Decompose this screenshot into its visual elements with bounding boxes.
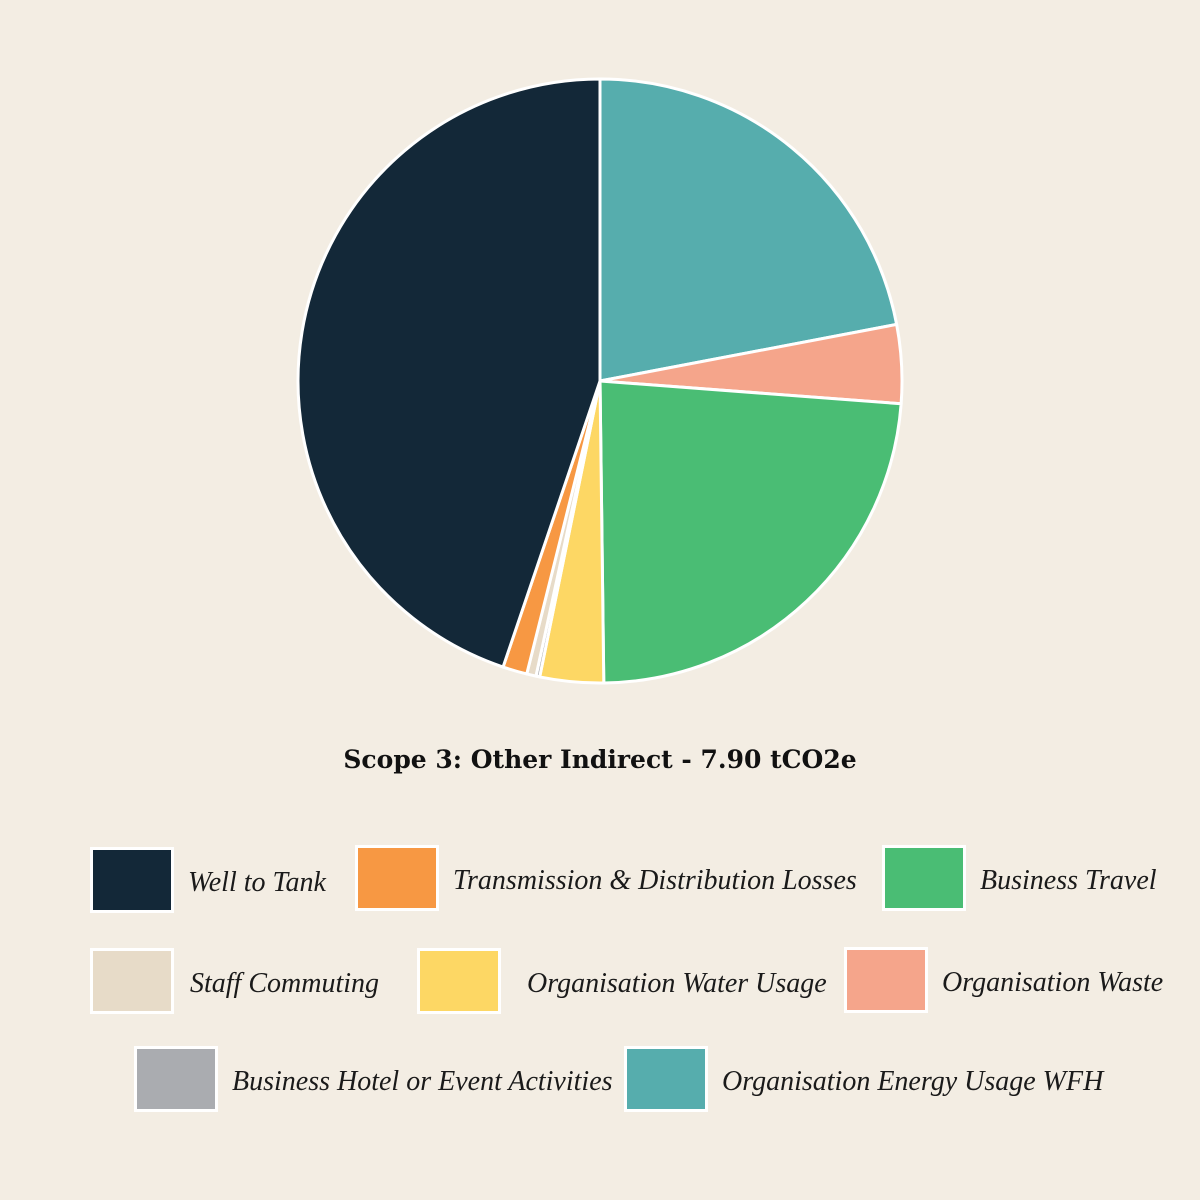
chart-title: Scope 3: Other Indirect - 7.90 tCO2e [343, 745, 857, 774]
legend-label-organisation-energy-usage-wfh: Organisation Energy Usage WFH [722, 1066, 1104, 1097]
pie-slice-organisation-energy-usage-wfh [598, 77, 899, 383]
legend-swatch-organisation-waste [844, 947, 928, 1013]
legend-label-staff-commuting: Staff Commuting [190, 968, 380, 999]
legend-label-well-to-tank: Well to Tank [188, 867, 326, 898]
legend-label-organisation-water-usage: Organisation Water Usage [527, 968, 827, 999]
legend-label-business-hotel-event-activities: Business Hotel or Event Activities [232, 1066, 613, 1097]
legend-swatch-staff-commuting [90, 948, 174, 1014]
legend-swatch-organisation-water-usage [417, 948, 501, 1014]
legend-label-organisation-waste: Organisation Waste [942, 967, 1164, 998]
legend-label-transmission-distribution-losses: Transmission & Distribution Losses [453, 865, 857, 896]
legend-swatch-business-hotel-event-activities [134, 1046, 218, 1112]
pie-chart [296, 77, 904, 685]
pie-slice-well-to-tank [296, 77, 602, 669]
legend-swatch-organisation-energy-usage-wfh [624, 1046, 708, 1112]
legend-label-business-travel: Business Travel [980, 865, 1157, 896]
legend-swatch-well-to-tank [90, 847, 174, 913]
pie-slice-business-travel [598, 379, 903, 685]
legend-swatch-business-travel [882, 845, 966, 911]
legend-swatch-transmission-distribution-losses [355, 845, 439, 911]
